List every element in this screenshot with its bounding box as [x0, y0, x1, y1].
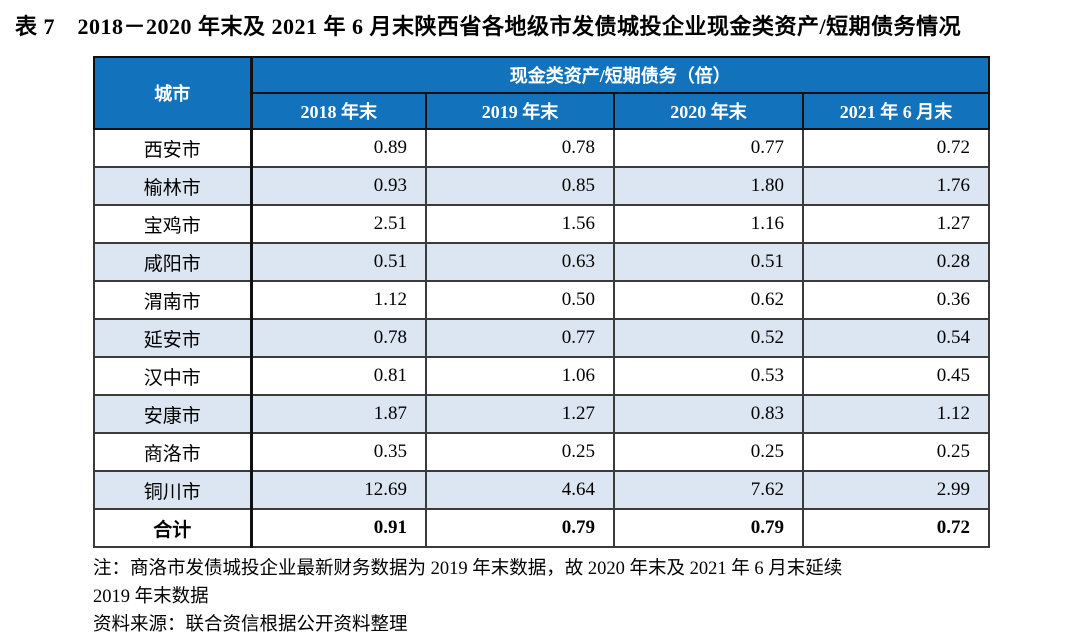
value-cell: 0.51 — [613, 242, 804, 282]
col-header-2019: 2019 年末 — [425, 92, 615, 130]
note-line: 2019 年末数据 — [93, 587, 209, 607]
value-cell: 12.69 — [250, 470, 427, 510]
col-header-2021h1: 2021 年 6 月末 — [802, 92, 990, 130]
note-line: 注：商洛市发债城投企业最新财务数据为 2019 年末数据，故 2020 年末及 … — [93, 559, 843, 579]
value-cell: 0.25 — [613, 432, 804, 472]
city-cell: 商洛市 — [93, 432, 253, 472]
table-row: 渭南市 1.12 0.50 0.62 0.36 — [93, 280, 990, 320]
value-cell: 0.62 — [613, 280, 804, 320]
table-row: 咸阳市 0.51 0.63 0.51 0.28 — [93, 242, 990, 282]
city-cell: 宝鸡市 — [93, 204, 253, 244]
value-cell: 0.53 — [613, 356, 804, 396]
value-cell: 0.79 — [613, 508, 804, 548]
value-cell: 0.91 — [250, 508, 427, 548]
table-notes: 注：商洛市发债城投企业最新财务数据为 2019 年末数据，故 2020 年末及 … — [93, 555, 995, 634]
value-cell: 1.27 — [802, 204, 990, 244]
value-cell: 0.89 — [250, 128, 427, 168]
value-cell: 0.77 — [425, 318, 615, 358]
value-cell: 0.51 — [250, 242, 427, 282]
value-cell: 2.51 — [250, 204, 427, 244]
value-cell: 0.77 — [613, 128, 804, 168]
table-row: 铜川市 12.69 4.64 7.62 2.99 — [93, 470, 990, 510]
city-cell: 渭南市 — [93, 280, 253, 320]
value-cell: 0.35 — [250, 432, 427, 472]
city-cell: 西安市 — [93, 128, 253, 168]
value-cell: 0.25 — [802, 432, 990, 472]
value-cell: 0.79 — [425, 508, 615, 548]
value-cell: 1.80 — [613, 166, 804, 206]
table-row: 合计 0.91 0.79 0.79 0.72 — [93, 508, 990, 548]
value-cell: 1.16 — [613, 204, 804, 244]
table-header: 城市 现金类资产/短期债务（倍） 2018 年末 2019 年末 2020 年末… — [93, 56, 990, 130]
value-cell: 0.54 — [802, 318, 990, 358]
table-row: 商洛市 0.35 0.25 0.25 0.25 — [93, 432, 990, 472]
col-header-2018: 2018 年末 — [250, 92, 427, 130]
table-row: 榆林市 0.93 0.85 1.80 1.76 — [93, 166, 990, 206]
value-cell: 1.06 — [425, 356, 615, 396]
value-cell: 0.50 — [425, 280, 615, 320]
value-cell: 0.45 — [802, 356, 990, 396]
table-body: 西安市 0.89 0.78 0.77 0.72 榆林市 0.93 0.85 1.80 1.76 宝鸡… — [93, 128, 990, 548]
table-row: 汉中市 0.81 1.06 0.53 0.45 — [93, 356, 990, 396]
value-cell: 0.93 — [250, 166, 427, 206]
value-cell: 0.85 — [425, 166, 615, 206]
group-header-cell: 现金类资产/短期债务（倍） — [250, 56, 990, 94]
value-cell: 1.87 — [250, 394, 427, 434]
table-row: 延安市 0.78 0.77 0.52 0.54 — [93, 318, 990, 358]
corner-header-cell: 城市 — [93, 56, 253, 130]
city-cell: 延安市 — [93, 318, 253, 358]
col-header-2020: 2020 年末 — [613, 92, 804, 130]
value-cell: 1.27 — [425, 394, 615, 434]
value-cell: 0.63 — [425, 242, 615, 282]
city-cell: 安康市 — [93, 394, 253, 434]
value-cell: 1.76 — [802, 166, 990, 206]
value-cell: 1.56 — [425, 204, 615, 244]
value-cell: 0.78 — [425, 128, 615, 168]
value-cell: 2.99 — [802, 470, 990, 510]
city-cell: 汉中市 — [93, 356, 253, 396]
value-cell: 0.36 — [802, 280, 990, 320]
header-row-group: 城市 现金类资产/短期债务（倍） — [93, 56, 990, 130]
value-cell: 0.72 — [802, 128, 990, 168]
city-cell: 铜川市 — [93, 470, 253, 510]
cash-assets-debt-table: 城市 现金类资产/短期债务（倍） 2018 年末 2019 年末 2020 年末… — [93, 56, 990, 548]
source-line: 资料来源：联合资信根据公开资料整理 — [93, 615, 408, 634]
table-row: 宝鸡市 2.51 1.56 1.16 1.27 — [93, 204, 990, 244]
city-cell: 榆林市 — [93, 166, 253, 206]
value-cell: 4.64 — [425, 470, 615, 510]
value-cell: 7.62 — [613, 470, 804, 510]
value-cell: 0.72 — [802, 508, 990, 548]
table-row: 安康市 1.87 1.27 0.83 1.12 — [93, 394, 990, 434]
city-cell: 咸阳市 — [93, 242, 253, 282]
header-row-years: 2018 年末 2019 年末 2020 年末 2021 年 6 月末 — [94, 92, 990, 130]
table-row: 西安市 0.89 0.78 0.77 0.72 — [93, 128, 990, 168]
value-cell: 0.52 — [613, 318, 804, 358]
value-cell: 0.28 — [802, 242, 990, 282]
table-title: 表 7 2018－2020 年末及 2021 年 6 月末陕西省各地级市发债城投… — [15, 14, 962, 39]
value-cell: 0.81 — [250, 356, 427, 396]
value-cell: 0.25 — [425, 432, 615, 472]
value-cell: 0.78 — [250, 318, 427, 358]
city-cell: 合计 — [93, 508, 253, 548]
value-cell: 0.83 — [613, 394, 804, 434]
value-cell: 1.12 — [802, 394, 990, 434]
value-cell: 1.12 — [250, 280, 427, 320]
